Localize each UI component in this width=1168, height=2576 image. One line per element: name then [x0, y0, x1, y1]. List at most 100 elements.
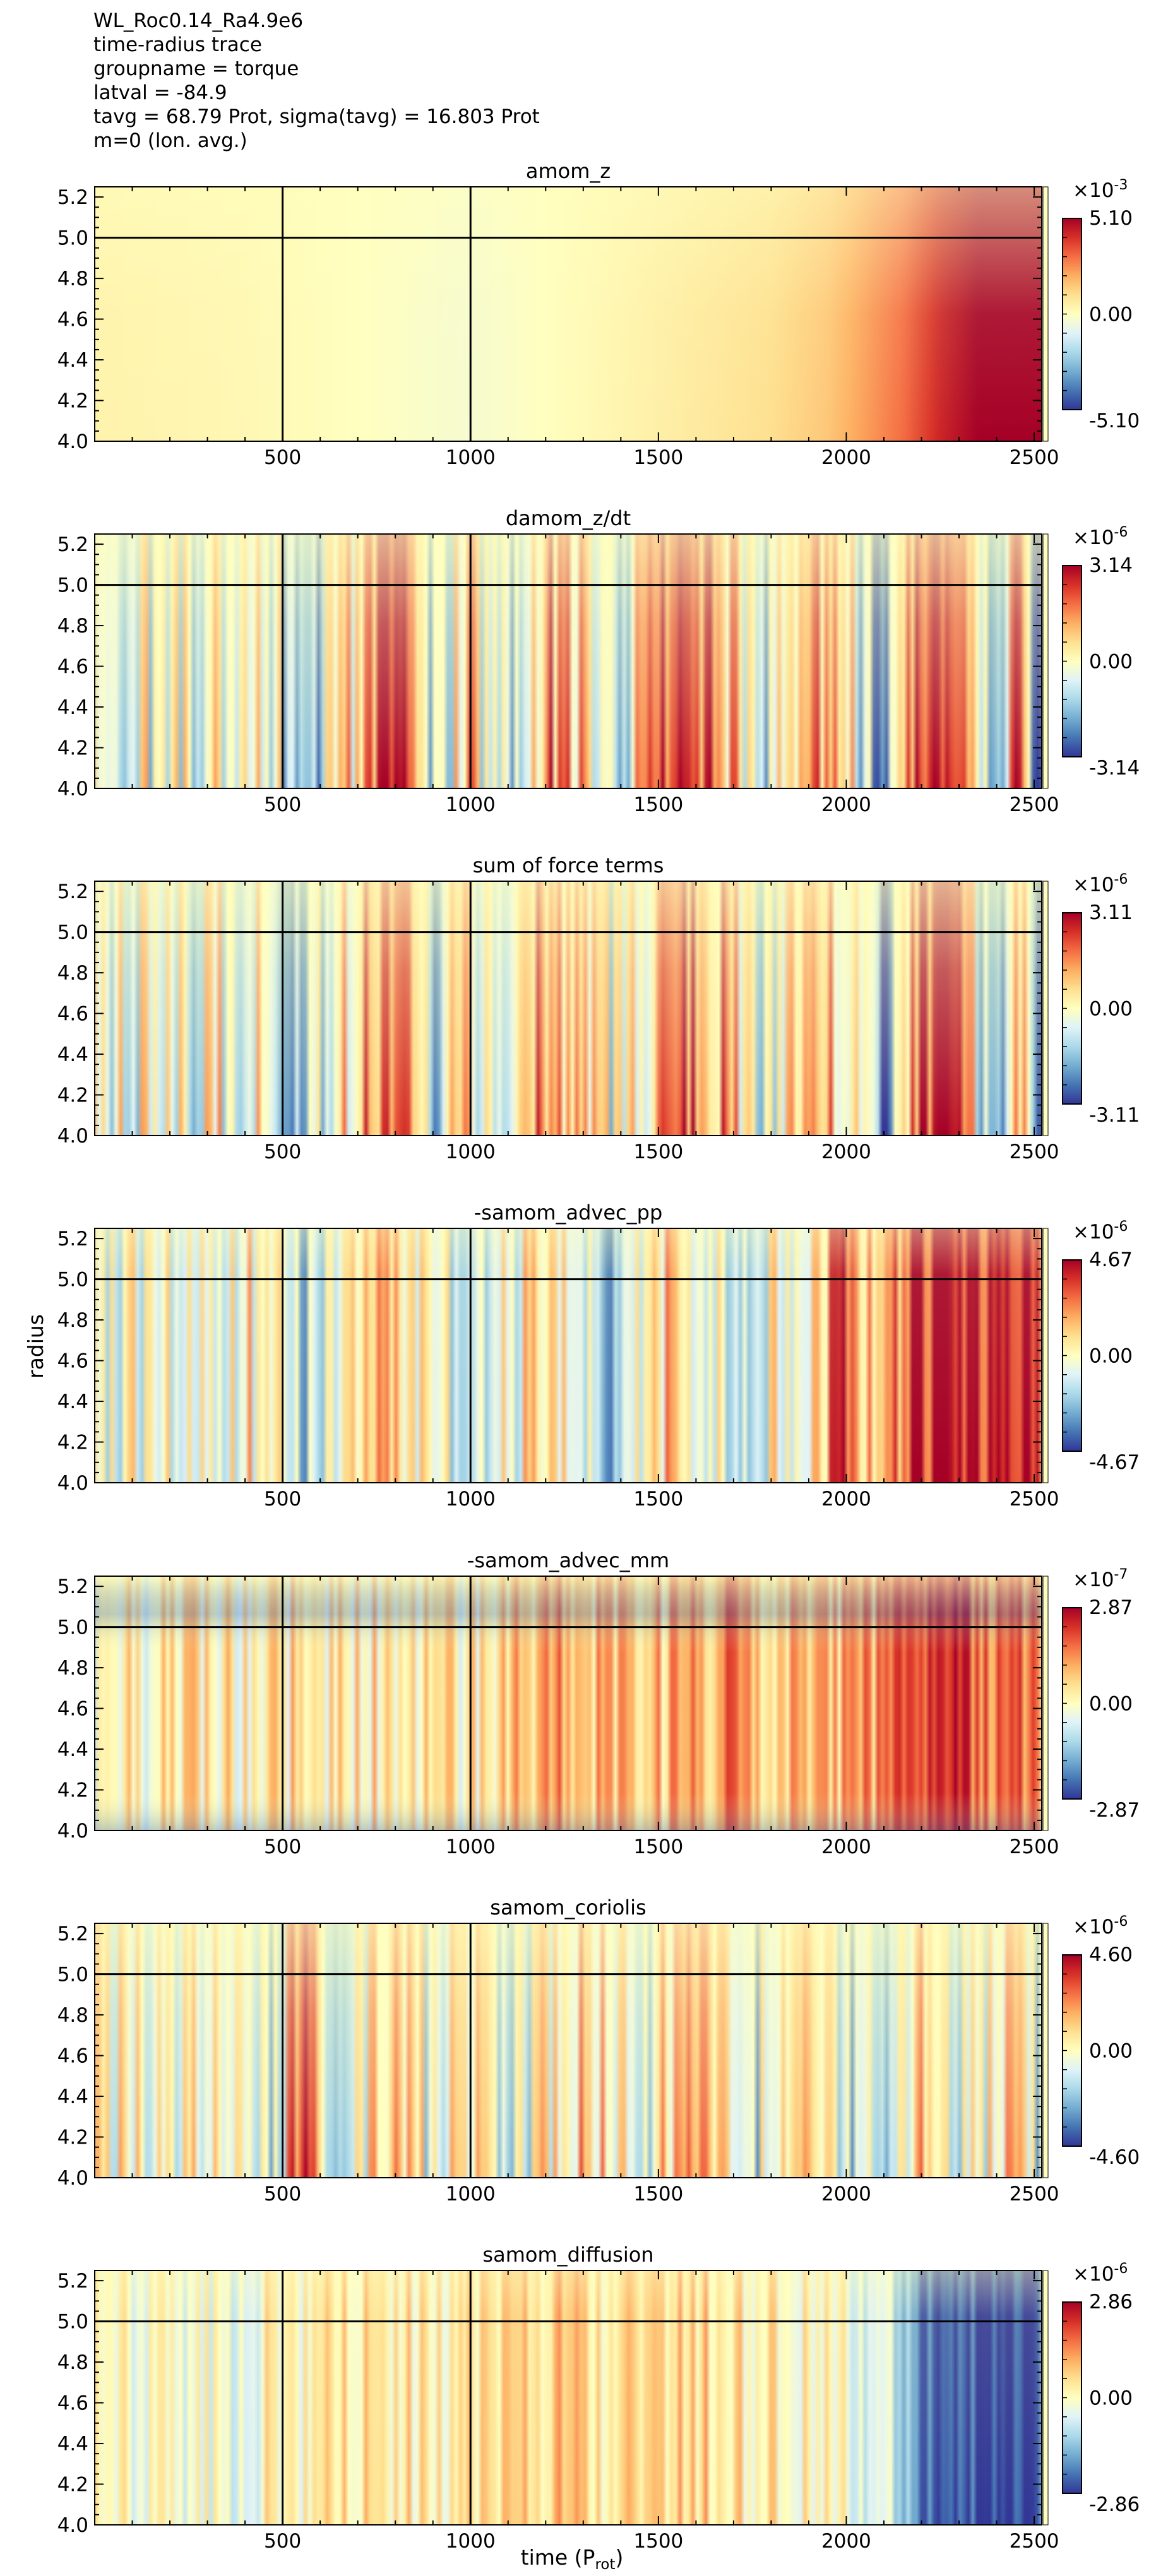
colorbar-exponent-base: ×10	[1073, 1221, 1114, 1243]
colorbar-exponent-base: ×10	[1073, 2263, 1114, 2286]
colorbar-max-label: 2.87	[1089, 1596, 1133, 1619]
panel-title: -samom_advec_pp	[474, 1201, 663, 1225]
x-tick-label: 1500	[633, 2530, 683, 2553]
y-tick-label: 4.0	[57, 1820, 88, 1843]
y-tick-label: 5.2	[57, 881, 88, 903]
x-tick-label: 1500	[633, 1488, 683, 1511]
y-tick-label: 4.6	[57, 2045, 88, 2068]
colorbar-exponent-base: ×10	[1073, 1916, 1114, 1938]
colorbar-exponent-power: -6	[1114, 1914, 1128, 1930]
y-tick-label: 4.4	[57, 349, 88, 372]
y-tick-label: 5.0	[57, 1617, 88, 1639]
colorbar-extension-strip	[1042, 1228, 1049, 1483]
colorbar-mid-label: 0.00	[1089, 2387, 1133, 2410]
x-tick-label: 2500	[1010, 2530, 1059, 2553]
y-tick-label: 4.2	[57, 1084, 88, 1107]
plot-frame	[94, 2270, 1042, 2526]
x-tick-label: 2500	[1010, 446, 1059, 469]
y-tick-label: 4.0	[57, 1125, 88, 1148]
y-tick-label: 4.6	[57, 1350, 88, 1373]
colorbar-exponent: ×10-6	[1073, 1914, 1128, 1938]
heatmap-radial-shading	[95, 1228, 1042, 1483]
plot-frame	[94, 186, 1042, 442]
y-tick-label: 4.4	[57, 1391, 88, 1413]
figure-header: WL_Roc0.14_Ra4.9e6 time-radius trace gro…	[93, 9, 540, 153]
x-tick-label: 1000	[446, 793, 496, 816]
panel-title: -samom_advec_mm	[467, 1548, 669, 1572]
y-tick-label: 4.8	[57, 1309, 88, 1332]
colorbar-mid-label: 0.00	[1089, 998, 1133, 1021]
colorbar-extension-strip	[1042, 533, 1049, 789]
heatmap-radial-shading	[95, 1576, 1042, 1831]
x-tick-label: 1000	[446, 2530, 496, 2553]
y-tick-label: 4.8	[57, 2004, 88, 2027]
colorbar-exponent: ×10-6	[1073, 2261, 1128, 2286]
x-tick-label: 1000	[446, 446, 496, 469]
x-tick-label: 500	[264, 1488, 301, 1511]
colorbar-max-label: 2.86	[1089, 2291, 1133, 2313]
x-tick-label: 500	[264, 2530, 301, 2553]
colorbar-mid-label: 0.00	[1089, 651, 1133, 674]
y-tick-label: 5.0	[57, 922, 88, 944]
x-tick-label: 1000	[446, 1836, 496, 1858]
y-tick-label: 4.8	[57, 962, 88, 985]
y-tick-label: 4.4	[57, 1738, 88, 1761]
colorbar-min-label: -4.67	[1089, 1451, 1140, 1474]
header-line-tavg: tavg = 68.79 Prot, sigma(tavg) = 16.803 …	[93, 105, 540, 128]
y-tick-label: 5.2	[57, 1923, 88, 1945]
y-tick-label: 4.8	[57, 2351, 88, 2374]
colorbar-max-label: 3.14	[1089, 554, 1133, 577]
y-tick-label: 5.2	[57, 533, 88, 556]
x-tick-label: 2500	[1010, 793, 1059, 816]
colorbar-mid-label: 0.00	[1089, 1345, 1133, 1368]
x-tick-label: 1500	[633, 446, 683, 469]
x-tick-label: 2000	[821, 1836, 871, 1858]
panel-4: -samom_advec_pp 500 1000 1500 2000 2500 4.0 4.2…	[57, 1201, 1140, 1511]
colorbar-exponent: ×10-3	[1073, 177, 1128, 202]
y-tick-label: 4.8	[57, 615, 88, 638]
colorbar-max-label: 4.67	[1089, 1249, 1133, 1271]
y-tick-label: 5.0	[57, 2311, 88, 2334]
y-tick-label: 4.2	[57, 1432, 88, 1454]
y-tick-label: 4.4	[57, 696, 88, 719]
colorbar-extension-strip	[1042, 2270, 1049, 2526]
plot-frame	[94, 1576, 1042, 1831]
x-tick-label: 1000	[446, 1141, 496, 1163]
colorbar-exponent-power: -6	[1114, 2261, 1128, 2277]
colorbar-max-label: 3.11	[1089, 901, 1133, 924]
x-tick-label: 500	[264, 446, 301, 469]
x-tick-label: 2000	[821, 446, 871, 469]
y-tick-label: 5.0	[57, 574, 88, 597]
colorbar-exponent: ×10-6	[1073, 1219, 1128, 1243]
colorbar-min-label: -3.14	[1089, 757, 1140, 780]
y-tick-label: 4.6	[57, 309, 88, 331]
y-tick-label: 4.0	[57, 778, 88, 800]
y-axis-label: radius	[23, 1314, 48, 1379]
x-tick-label: 2000	[821, 2530, 871, 2553]
y-tick-label: 4.8	[57, 1657, 88, 1680]
panel-3: sum of force terms 500 1000 1500 2000 2500 4.0…	[57, 853, 1140, 1163]
x-tick-label: 1500	[633, 1141, 683, 1163]
x-tick-label: 2000	[821, 793, 871, 816]
panel-title: samom_coriolis	[490, 1896, 646, 1920]
colorbar-exponent-base: ×10	[1073, 1569, 1114, 1591]
colorbar-exponent-power: -6	[1114, 872, 1128, 887]
x-axis-label-subscript: rot	[595, 2556, 615, 2573]
colorbar-exponent-power: -3	[1114, 177, 1128, 193]
plot-frame	[94, 533, 1042, 789]
x-tick-label: 1500	[633, 793, 683, 816]
colorbar-min-label: -2.87	[1089, 1799, 1140, 1822]
heatmap-radial-shading	[95, 534, 1042, 788]
colorbar-mid-label: 0.00	[1089, 304, 1133, 326]
y-tick-label: 4.2	[57, 1779, 88, 1802]
panel-2: damom_z/dt 500 1000 1500 2000 2500 4.0 4.2 4.4 4.…	[57, 506, 1140, 816]
colorbar-min-label: -4.60	[1089, 2146, 1140, 2169]
x-tick-label: 500	[264, 2183, 301, 2205]
colorbar-extension-strip	[1042, 1576, 1049, 1831]
y-tick-label: 4.2	[57, 2127, 88, 2149]
colorbar-exponent: ×10-7	[1073, 1567, 1128, 1591]
y-tick-label: 4.4	[57, 1043, 88, 1066]
colorbar-exponent-power: -7	[1114, 1567, 1128, 1582]
y-tick-label: 4.2	[57, 390, 88, 413]
